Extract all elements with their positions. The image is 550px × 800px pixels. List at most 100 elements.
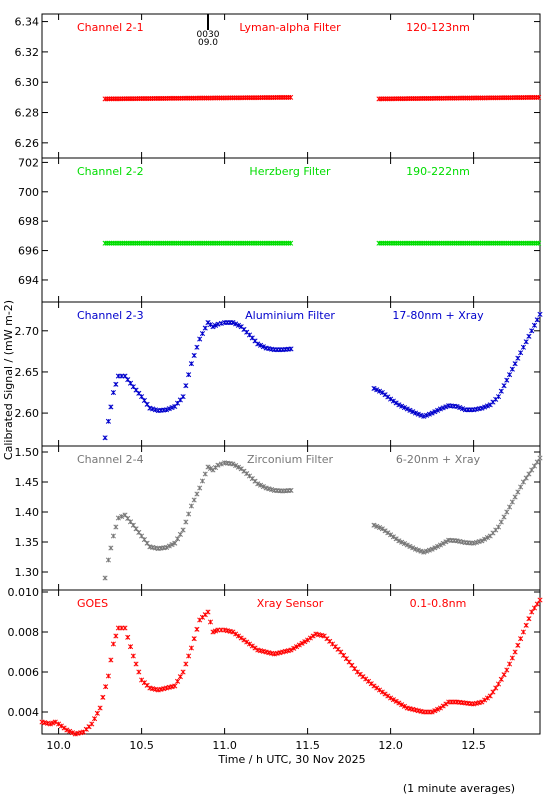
data-point <box>531 463 538 469</box>
data-point <box>498 388 504 394</box>
data-point <box>113 381 119 387</box>
data-point <box>230 461 236 467</box>
y-tick-label: 0.004 <box>8 706 40 719</box>
data-point <box>130 653 136 659</box>
data-point <box>396 700 402 706</box>
time-marker-label: 09.0 <box>198 38 218 48</box>
data-point <box>125 377 131 383</box>
data-point <box>127 644 134 650</box>
data-point <box>122 373 128 379</box>
data-point <box>407 543 413 549</box>
data-point <box>186 372 192 378</box>
data-point <box>139 394 145 400</box>
y-tick-label: 6.26 <box>15 137 40 150</box>
data-point <box>421 413 427 419</box>
data-point <box>385 693 391 699</box>
panel-channel-label: Channel 2-4 <box>77 453 144 466</box>
data-point <box>401 703 407 709</box>
data-series <box>102 94 542 102</box>
data-point <box>512 361 518 367</box>
data-point <box>412 546 419 552</box>
data-point <box>376 525 383 531</box>
data-point <box>440 540 446 546</box>
data-point <box>390 398 396 404</box>
x-tick-label: 12.5 <box>461 739 486 752</box>
data-series <box>102 311 543 441</box>
data-point <box>108 404 114 410</box>
data-point <box>115 515 121 521</box>
data-point <box>207 619 214 625</box>
data-point <box>479 405 485 411</box>
panel-channel-label: GOES <box>77 597 108 610</box>
data-point <box>393 400 399 406</box>
data-point <box>141 397 147 404</box>
data-point <box>61 725 67 731</box>
data-point <box>390 534 396 540</box>
data-point <box>67 728 73 734</box>
panel-frame <box>41 589 541 735</box>
data-point <box>443 701 449 707</box>
data-point <box>199 330 206 337</box>
data-point <box>205 609 211 615</box>
y-tick-label: 1.45 <box>15 476 40 489</box>
data-point <box>210 324 216 330</box>
data-point <box>534 317 540 323</box>
y-tick-label: 1.35 <box>15 536 40 549</box>
data-point <box>258 482 264 488</box>
y-tick-label: 6.32 <box>15 46 40 59</box>
data-point <box>443 404 449 410</box>
data-point <box>479 699 485 705</box>
data-point <box>175 678 181 684</box>
y-tick-label: 1.40 <box>15 506 40 519</box>
y-tick-label: 0.010 <box>8 586 40 599</box>
data-point <box>526 333 532 339</box>
data-point <box>110 641 116 647</box>
data-point <box>180 669 186 675</box>
data-point <box>130 522 136 528</box>
data-point <box>382 691 388 697</box>
data-point <box>536 94 542 100</box>
data-point <box>482 536 488 542</box>
data-point <box>479 538 485 544</box>
panel-channel-label: Channel 2-3 <box>77 309 144 322</box>
data-point <box>310 633 316 639</box>
data-point <box>296 642 302 648</box>
data-point <box>501 672 507 678</box>
data-point <box>376 388 383 394</box>
data-point <box>531 605 538 611</box>
data-point <box>437 406 443 412</box>
data-point <box>429 546 435 552</box>
data-point <box>429 410 435 416</box>
data-point <box>526 616 532 622</box>
data-point <box>188 361 194 367</box>
data-point <box>241 637 247 643</box>
y-tick-label: 702 <box>18 156 39 169</box>
data-point <box>534 601 540 607</box>
data-point <box>172 540 178 546</box>
data-point <box>424 548 430 554</box>
data-point <box>507 661 513 667</box>
data-point <box>495 524 502 530</box>
data-point <box>537 597 543 603</box>
data-point <box>215 462 221 468</box>
panel-band-label: 6-20nm + Xray <box>396 453 481 466</box>
data-point <box>454 403 460 410</box>
panels: 6.26 6.28 6.30 6.32 6.34 Channel 2-1 Lyman-alp… <box>8 13 543 737</box>
data-point <box>105 418 111 424</box>
data-point <box>498 676 504 682</box>
x-tick-label: 10.5 <box>129 739 154 752</box>
data-point <box>305 637 311 643</box>
panel-band-label: 190-222nm <box>406 165 470 178</box>
data-point <box>490 689 496 695</box>
data-point <box>127 380 134 386</box>
footer-note: (1 minute averages) <box>403 782 515 795</box>
data-point <box>235 322 241 328</box>
data-point <box>110 389 116 396</box>
data-point <box>531 322 538 328</box>
data-point <box>371 683 377 689</box>
data-point <box>376 687 383 693</box>
data-point <box>534 459 540 465</box>
data-point <box>180 527 186 533</box>
data-point <box>180 394 186 400</box>
